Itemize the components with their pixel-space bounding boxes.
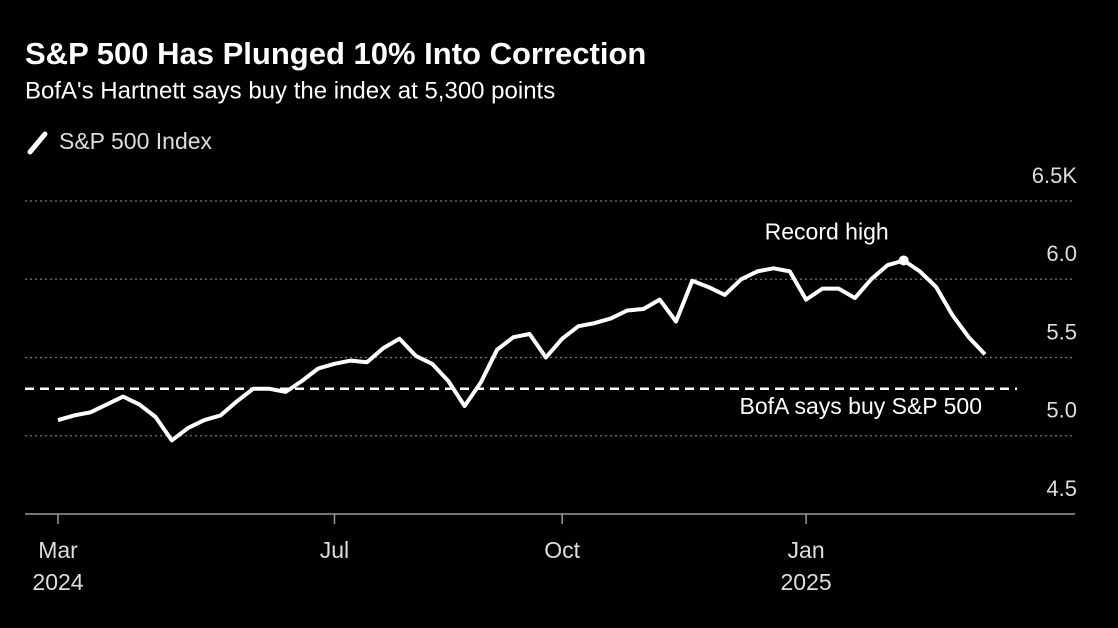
record-high-marker — [898, 255, 909, 266]
record-high-label: Record high — [765, 219, 889, 245]
x-tick-label: Oct — [544, 537, 581, 563]
x-tick-label: Jan 2025 — [780, 537, 832, 595]
legend-swatch — [27, 131, 48, 155]
y-tick-label: 5.5 — [1046, 319, 1077, 344]
y-tick-label: 6.5K — [1032, 163, 1078, 188]
series-line — [57, 258, 987, 443]
y-tick-label: 4.5 — [1046, 476, 1077, 501]
chart-subtitle: BofA's Hartnett says buy the index at 5,… — [25, 77, 555, 104]
reference-label: BofA says buy S&P 500 — [739, 393, 982, 419]
x-tick-label: Mar 2024 — [32, 537, 84, 595]
x-tick-label: Jul — [319, 537, 350, 563]
legend-label: S&P 500 Index — [59, 128, 213, 154]
y-tick-label: 6.0 — [1046, 241, 1077, 266]
chart-title: S&P 500 Has Plunged 10% Into Correction — [25, 36, 646, 71]
y-tick-label: 5.0 — [1046, 398, 1077, 423]
